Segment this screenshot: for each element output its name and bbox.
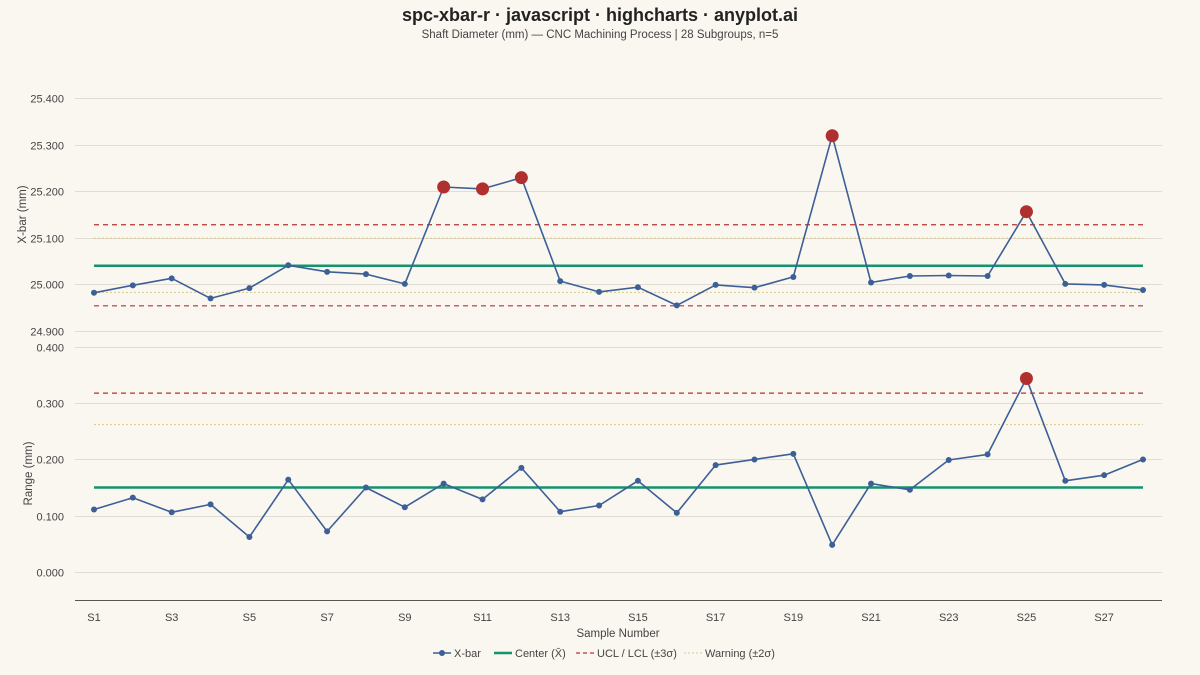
range-data-point bbox=[712, 462, 719, 469]
range-data-point bbox=[324, 528, 331, 535]
range-data-point bbox=[168, 509, 175, 516]
range-data-point bbox=[906, 486, 913, 493]
x-tick-label: S19 bbox=[784, 612, 804, 624]
legend-item-1-label: Center (X̄) bbox=[515, 647, 566, 660]
xbar-data-point bbox=[1062, 280, 1069, 287]
range-out-of-control-point bbox=[1019, 371, 1033, 385]
xbar-data-point bbox=[984, 273, 991, 280]
xbar-data-point bbox=[673, 302, 680, 309]
range-data-point bbox=[984, 451, 991, 458]
range-data-point bbox=[634, 477, 641, 484]
range-data-point bbox=[91, 506, 97, 513]
range-data-point bbox=[440, 480, 447, 487]
x-tick-label: S5 bbox=[243, 612, 256, 624]
x-axis-title: Sample Number bbox=[576, 628, 659, 640]
range-series-line bbox=[93, 377, 1144, 546]
xbar-out-of-control-point bbox=[514, 171, 528, 185]
x-tick-label: S3 bbox=[165, 612, 178, 624]
xbar-y-tick-label: 25.300 bbox=[30, 141, 64, 153]
chart-title: spc-xbar-r · javascript · highcharts · a… bbox=[402, 5, 798, 25]
xbar-data-point bbox=[634, 284, 641, 291]
xbar-out-of-control-point bbox=[437, 180, 451, 194]
xbar-data-point bbox=[790, 273, 797, 280]
range-data-point bbox=[207, 501, 214, 508]
x-tick-label: S21 bbox=[861, 612, 881, 624]
xbar-y-axis-title: X-bar (mm) bbox=[17, 185, 29, 243]
range-y-tick-label: 0.100 bbox=[36, 512, 64, 524]
xbar-out-of-control-point bbox=[476, 182, 490, 196]
range-data-point bbox=[1101, 472, 1108, 479]
xbar-data-point bbox=[362, 271, 369, 278]
range-data-point bbox=[518, 464, 525, 471]
range-data-point bbox=[129, 494, 136, 501]
range-y-tick-label: 0.000 bbox=[36, 568, 64, 580]
range-data-point bbox=[1062, 477, 1069, 484]
range-data-point bbox=[401, 504, 408, 511]
x-tick-label: S17 bbox=[706, 612, 726, 624]
range-data-point bbox=[596, 502, 603, 509]
xbar-out-of-control-point bbox=[1019, 205, 1033, 219]
legend-item-2-label: UCL / LCL (±3σ) bbox=[597, 648, 677, 660]
range-data-point bbox=[479, 496, 486, 503]
range-data-point bbox=[945, 457, 952, 464]
range-data-point bbox=[362, 484, 369, 491]
x-tick-label: S23 bbox=[939, 612, 959, 624]
xbar-series-line bbox=[93, 134, 1144, 307]
range-data-point bbox=[829, 541, 836, 548]
x-tick-label: S15 bbox=[628, 612, 648, 624]
chart-subtitle: Shaft Diameter (mm) — CNC Machining Proc… bbox=[422, 29, 779, 41]
xbar-data-point bbox=[207, 295, 214, 302]
xbar-data-point bbox=[246, 285, 253, 292]
range-data-point bbox=[673, 509, 680, 516]
x-tick-label: S7 bbox=[320, 612, 333, 624]
xbar-y-tick-label: 25.200 bbox=[30, 187, 64, 199]
x-tick-label: S25 bbox=[1017, 612, 1037, 624]
xbar-y-tick-label: 25.100 bbox=[30, 234, 64, 246]
range-panel: 0.000 0.100 0.200 0.300 0.400 Range (mm) bbox=[23, 343, 1162, 580]
range-y-axis-title: Range (mm) bbox=[23, 441, 35, 505]
x-tick-label: S11 bbox=[473, 612, 492, 624]
xbar-data-point bbox=[285, 262, 292, 269]
x-tick-label: S1 bbox=[87, 612, 100, 624]
range-data-point bbox=[751, 456, 758, 463]
legend: X-bar Center (X̄) UCL / LCL (±3σ) Warning (… bbox=[433, 647, 775, 660]
range-y-tick-label: 0.200 bbox=[36, 455, 64, 467]
xbar-data-point bbox=[906, 273, 913, 280]
x-tick-label: S13 bbox=[550, 612, 570, 624]
xbar-data-point bbox=[868, 279, 875, 286]
x-axis-ticks: S1 S3 S5 S7 S9 S11 S13 S15 S17 S19 S21 S23 S25 S27 bbox=[87, 612, 1114, 624]
xbar-panel: 24.900 25.000 25.100 25.200 25.300 25.400 X-ba… bbox=[17, 94, 1162, 339]
range-data-point bbox=[868, 480, 875, 487]
xbar-data-point bbox=[1101, 281, 1108, 288]
xbar-data-point bbox=[712, 281, 719, 288]
xbar-data-point bbox=[129, 282, 136, 289]
xbar-data-point bbox=[1140, 286, 1146, 293]
legend-swatch-marker bbox=[439, 650, 445, 656]
range-data-point bbox=[1140, 456, 1146, 463]
range-data-point bbox=[790, 450, 797, 457]
x-tick-label: S27 bbox=[1094, 612, 1114, 624]
xbar-y-tick-label: 24.900 bbox=[30, 327, 64, 339]
legend-item-3-label: Warning (±2σ) bbox=[705, 648, 775, 660]
range-y-tick-label: 0.300 bbox=[36, 399, 64, 411]
xbar-y-tick-label: 25.000 bbox=[30, 280, 64, 292]
range-data-point bbox=[285, 476, 292, 483]
range-data-point bbox=[557, 508, 564, 515]
xbar-data-point bbox=[945, 272, 952, 279]
legend-item-0-label: X-bar bbox=[454, 648, 481, 660]
xbar-data-point bbox=[324, 268, 331, 275]
xbar-y-tick-label: 25.400 bbox=[30, 94, 64, 106]
range-y-tick-label: 0.400 bbox=[36, 343, 64, 355]
x-tick-label: S9 bbox=[398, 612, 411, 624]
xbar-data-point bbox=[596, 288, 603, 295]
xbar-data-point bbox=[401, 280, 408, 287]
xbar-data-point bbox=[557, 278, 564, 285]
xbar-data-point bbox=[751, 284, 758, 291]
xbar-data-point bbox=[168, 275, 175, 282]
xbar-data-point bbox=[91, 289, 97, 296]
range-data-point bbox=[246, 534, 253, 541]
xbar-out-of-control-point bbox=[825, 129, 839, 143]
